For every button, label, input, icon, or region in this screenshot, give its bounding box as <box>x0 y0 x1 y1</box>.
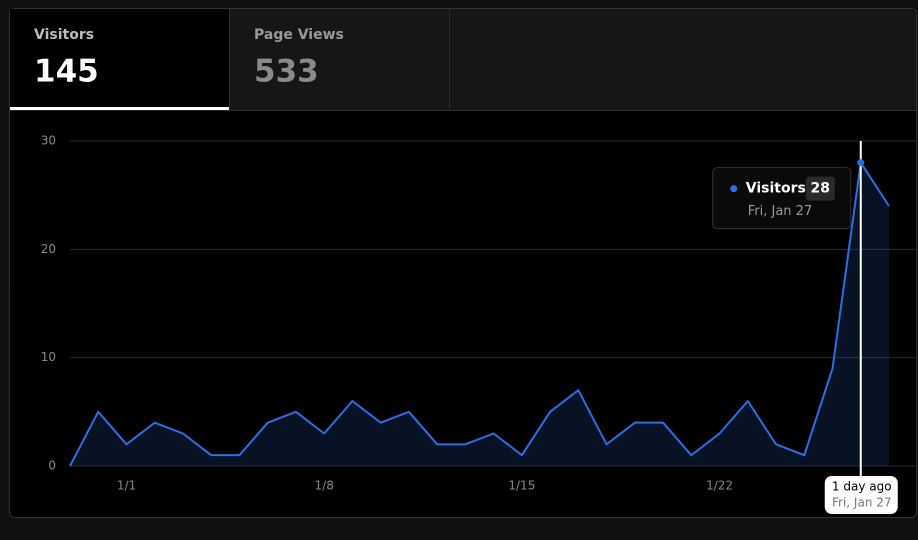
tab-value: 145 <box>34 54 99 90</box>
x-hover-bubble <box>824 476 898 514</box>
active-tab[interactable] <box>10 9 230 110</box>
y-tick-label: 20 <box>41 242 56 256</box>
tab-value: 533 <box>254 54 319 90</box>
x-tick-label: 1/22 <box>706 479 733 493</box>
area <box>70 162 889 466</box>
x-tick-label: 1/15 <box>508 479 535 493</box>
y-tick-label: 0 <box>48 459 56 473</box>
x-hover-relative: 1 day ago <box>832 480 892 494</box>
active-underline <box>10 107 230 110</box>
hover-dot <box>857 159 865 167</box>
y-tick-label: 10 <box>41 350 56 364</box>
tooltip-series: Visitors <box>746 181 806 197</box>
tab-bar <box>10 9 916 110</box>
tooltip-date: Fri, Jan 27 <box>748 204 812 219</box>
x-tick-label: 1/1 <box>117 479 136 493</box>
tooltip-value-box <box>805 176 835 201</box>
tab-label[interactable]: Visitors <box>34 27 94 43</box>
tooltip-swatch <box>730 185 738 193</box>
line <box>69 161 890 467</box>
tooltip-value: 28 <box>811 181 830 197</box>
x-tick-label: 1/8 <box>315 479 334 493</box>
y-tick-label: 30 <box>41 134 56 148</box>
x-hover-date: Fri, Jan 27 <box>832 496 892 510</box>
tab-label[interactable]: Page Views <box>254 27 344 43</box>
card <box>9 8 917 518</box>
